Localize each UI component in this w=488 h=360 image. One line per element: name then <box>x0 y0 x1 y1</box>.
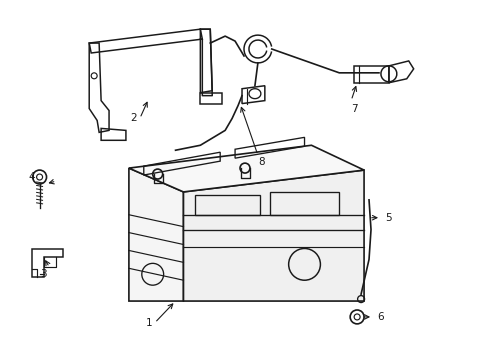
Polygon shape <box>129 145 364 192</box>
Text: 4: 4 <box>28 172 35 182</box>
Text: 6: 6 <box>377 312 384 322</box>
Polygon shape <box>183 170 364 301</box>
Text: 5: 5 <box>385 213 391 223</box>
Text: 8: 8 <box>258 157 264 167</box>
Polygon shape <box>129 168 183 301</box>
Text: 7: 7 <box>350 104 357 113</box>
Text: 3: 3 <box>40 269 47 279</box>
Text: 2: 2 <box>130 113 137 123</box>
Text: 1: 1 <box>145 318 152 328</box>
